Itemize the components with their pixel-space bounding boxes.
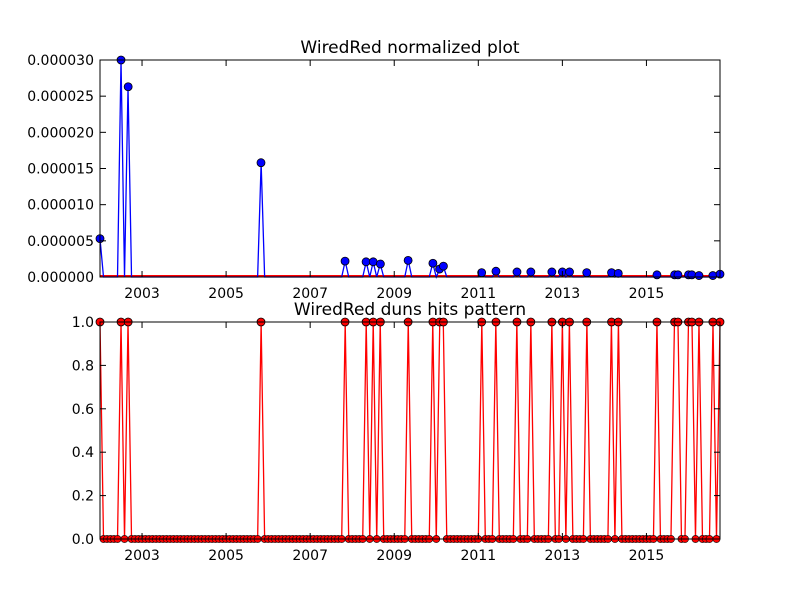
- y-tick-label: 0.8: [72, 358, 94, 374]
- x-tick-label: 2003: [124, 286, 160, 302]
- hits-pattern-marks: [95, 317, 725, 543]
- data-point: [256, 158, 266, 168]
- y-tick-label: 0.000010: [27, 198, 94, 214]
- y-tick-label: 0.000025: [27, 89, 94, 105]
- x-tick-label: 2005: [208, 286, 244, 302]
- y-tick-label: 0.000015: [27, 162, 94, 178]
- x-tick-label: 2009: [376, 286, 412, 302]
- normalized-plot: WiredRed normalized plot 2003 2005 2007 200…: [27, 38, 725, 302]
- y-tick-label: 0.000005: [27, 234, 94, 250]
- x-tick-label: 2007: [292, 286, 328, 302]
- x-tick-label: 2007: [292, 548, 328, 564]
- data-point: [439, 261, 448, 271]
- normalized-plot-marks: [95, 55, 725, 280]
- hits-pattern-title: WiredRed duns hits pattern: [294, 300, 526, 320]
- data-point: [547, 267, 557, 277]
- data-point: [708, 271, 718, 280]
- normalized-plot-title: WiredRed normalized plot: [300, 38, 520, 58]
- x-tick-label: 2015: [629, 286, 665, 302]
- series-line: [99, 321, 721, 540]
- y-tick-label: 0.6: [72, 402, 94, 418]
- data-point: [477, 268, 487, 278]
- series-line: [99, 59, 721, 279]
- x-tick-label: 2011: [460, 286, 496, 302]
- y-tick-label: 0.000030: [27, 53, 94, 69]
- data-point: [403, 255, 413, 265]
- x-tick-label: 2003: [124, 548, 160, 564]
- x-tick-label: 2009: [376, 548, 412, 564]
- y-tick-label: 0.0: [72, 532, 94, 548]
- data-point: [582, 268, 592, 278]
- data-point: [565, 267, 574, 277]
- data-point: [673, 270, 683, 280]
- x-tick-label: 2013: [545, 548, 581, 564]
- y-tick-label: 0.2: [72, 489, 94, 505]
- y-tick-label: 0.000000: [27, 270, 94, 286]
- data-point: [340, 256, 350, 266]
- data-point: [491, 266, 501, 276]
- data-point: [512, 267, 522, 277]
- normalized-plot-frame: [99, 59, 721, 278]
- x-tick-label: 2013: [545, 286, 581, 302]
- normalized-plot-axes: 2003 2005 2007 2009 2011 2013 2015 0.000000 0.00…: [27, 53, 720, 302]
- x-tick-label: 2011: [460, 548, 496, 564]
- hits-pattern-axes: 2003 2005 2007 2009 2011 2013 2015 0.0 0.2 0.4 0.6…: [72, 315, 720, 564]
- data-point: [123, 82, 133, 92]
- data-point: [375, 259, 385, 269]
- data-point: [613, 268, 623, 278]
- hits-pattern-frame: [99, 321, 721, 540]
- y-tick-label: 1.0: [72, 315, 94, 331]
- data-point: [526, 267, 536, 277]
- x-tick-label: 2015: [629, 548, 665, 564]
- x-tick-label: 2005: [208, 548, 244, 564]
- data-point: [428, 258, 438, 268]
- y-tick-label: 0.4: [72, 445, 94, 461]
- data-point: [694, 271, 704, 280]
- y-tick-label: 0.000020: [27, 125, 94, 141]
- data-point: [652, 270, 662, 280]
- hits-pattern-plot: WiredRed duns hits pattern 2003 2005 2007 2…: [72, 300, 725, 564]
